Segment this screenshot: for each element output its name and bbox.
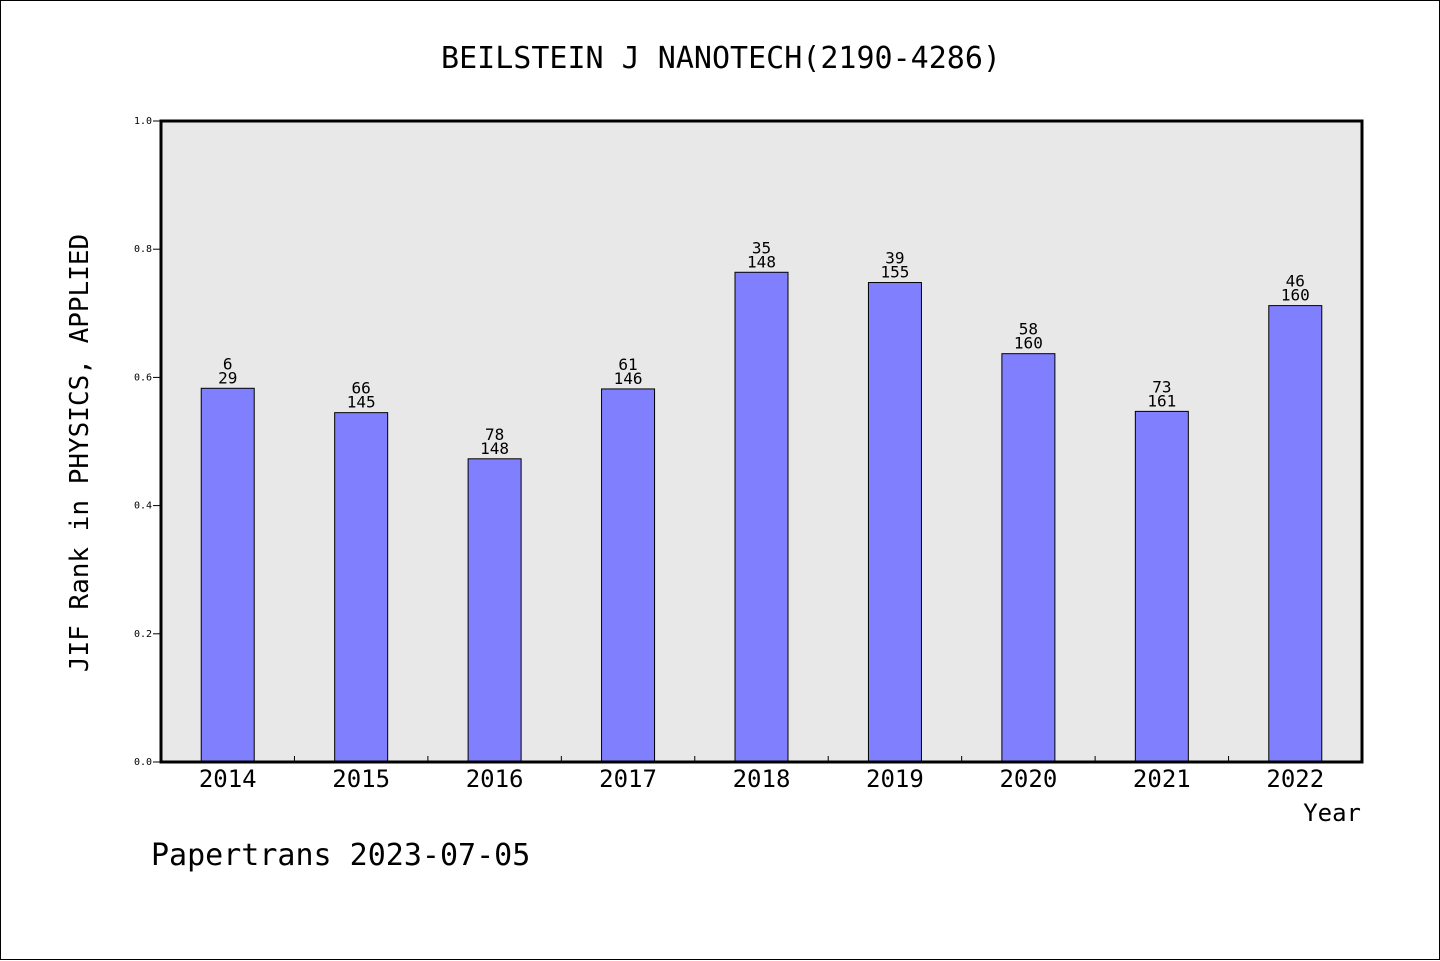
- x-axis-label: Year: [1303, 799, 1361, 827]
- bar-2014: [200, 387, 255, 763]
- bar-2016: [467, 458, 522, 763]
- y-tick-label: 0.8: [134, 244, 152, 255]
- bar-total-label: 145: [347, 393, 376, 412]
- bar-rank-label: 66: [352, 379, 371, 398]
- bars: [200, 271, 1323, 763]
- bar-total-label: 148: [747, 252, 776, 271]
- bar-rank-label: 78: [485, 425, 504, 444]
- bar-rank-label: 35: [752, 238, 771, 257]
- x-tick-label: 2020: [999, 765, 1057, 793]
- x-tick-label: 2017: [599, 765, 657, 793]
- chart-title: BEILSTEIN J NANOTECH(2190-4286): [441, 41, 1001, 76]
- bar-total-label: 146: [614, 369, 643, 388]
- x-tick-label: 2018: [733, 765, 791, 793]
- bar-total-label: 160: [1014, 334, 1043, 353]
- y-tick-label: 1.0: [134, 116, 152, 127]
- bar-2017: [601, 388, 656, 763]
- y-tick-label: 0.0: [134, 757, 152, 768]
- bar-rank-label: 46: [1286, 272, 1305, 291]
- bar-2018: [734, 271, 789, 763]
- bar-rank-label: 39: [885, 249, 904, 268]
- bar-total-label: 161: [1147, 391, 1176, 410]
- bar-2020: [1001, 353, 1056, 763]
- y-tick-label: 0.6: [134, 372, 152, 383]
- x-tick-label: 2019: [866, 765, 924, 793]
- bar-rank-label: 73: [1152, 377, 1171, 396]
- bar-2021: [1134, 410, 1189, 763]
- bar-rank-label: 58: [1019, 320, 1038, 339]
- x-tick-label: 2016: [466, 765, 524, 793]
- y-tick-label: 0.4: [134, 501, 152, 512]
- x-axis-tick-labels: 2014 2015 2016 2017 2018 2019 2020 2021 2022: [199, 765, 1324, 793]
- bar-2015: [334, 412, 389, 763]
- bar-2019: [867, 282, 922, 763]
- x-tick-label: 2022: [1266, 765, 1324, 793]
- plot-border: [159, 119, 1364, 764]
- bar-rank-label: 61: [618, 355, 637, 374]
- bar-rank-label: 6: [223, 354, 233, 373]
- x-tick-label: 2015: [332, 765, 390, 793]
- y-tick-label: 0.2: [134, 629, 152, 640]
- bar-total-label: 155: [880, 263, 909, 282]
- x-tick-label: 2014: [199, 765, 257, 793]
- bar-2022: [1268, 305, 1323, 763]
- bar-total-label: 29: [218, 368, 237, 387]
- bar-total-label: 160: [1281, 286, 1310, 305]
- y-axis-label: JIF Rank in PHYSICS, APPLIED: [65, 234, 95, 672]
- footer-credit: Papertrans 2023-07-05: [151, 838, 530, 873]
- bar-total-label: 148: [480, 439, 509, 458]
- x-tick-label: 2021: [1133, 765, 1191, 793]
- y-axis: 0.0 0.2 0.4 0.6 0.8 1.0: [134, 116, 161, 768]
